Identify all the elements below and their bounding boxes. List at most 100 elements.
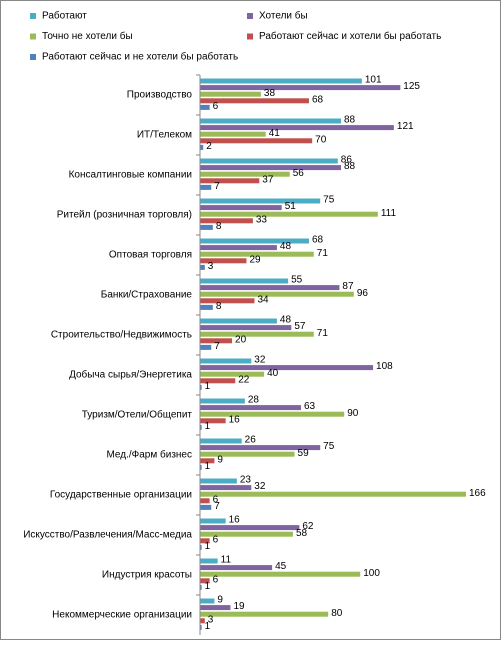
y-tick-label: Некоммерческие организации — [52, 610, 192, 621]
bar — [200, 278, 289, 284]
value-label: 6 — [213, 574, 219, 585]
legend-label: Точно не хотели бы — [42, 30, 133, 42]
value-label: 48 — [280, 315, 292, 326]
value-label: 33 — [256, 214, 268, 225]
value-label: 86 — [341, 155, 353, 166]
value-label: 38 — [264, 88, 276, 99]
value-label: 8 — [216, 221, 222, 232]
value-label: 63 — [304, 401, 316, 412]
value-label: 68 — [312, 235, 324, 246]
bar — [200, 531, 293, 537]
bar — [200, 598, 215, 604]
bar — [200, 491, 466, 497]
bar — [200, 131, 266, 137]
value-label: 32 — [254, 481, 266, 492]
y-tick-label: Индустрия красоты — [102, 570, 192, 581]
bar — [200, 298, 255, 304]
bar — [200, 238, 309, 244]
value-label: 75 — [323, 441, 335, 452]
value-label: 37 — [262, 174, 274, 185]
value-label: 101 — [365, 75, 382, 86]
value-label: 111 — [381, 208, 397, 219]
y-tick-label: Государственные организации — [50, 490, 192, 501]
bar — [200, 78, 362, 84]
y-tick-label: Банки/Страхование — [101, 290, 193, 301]
value-label: 96 — [357, 288, 369, 299]
bar — [200, 605, 231, 611]
value-label: 11 — [221, 555, 232, 566]
bar — [200, 371, 265, 377]
bar — [200, 344, 212, 350]
value-label: 6 — [213, 494, 219, 505]
y-tick-label: Консалтинговые компании — [69, 170, 192, 181]
value-label: 1 — [205, 461, 211, 472]
legend-swatch — [247, 13, 253, 19]
value-label: 40 — [267, 368, 279, 379]
bar — [200, 571, 361, 577]
bar — [200, 85, 401, 91]
bar — [200, 578, 210, 584]
value-label: 59 — [298, 448, 310, 459]
bar — [200, 91, 261, 97]
value-label: 41 — [269, 128, 281, 139]
legend-swatch — [30, 13, 36, 19]
bar — [200, 445, 321, 451]
bar — [200, 565, 273, 571]
bar — [200, 258, 247, 264]
bar — [200, 398, 245, 404]
y-tick-label: Оптовая торговля — [109, 250, 192, 261]
bar — [200, 165, 342, 171]
bar — [200, 584, 202, 590]
value-label: 7 — [214, 501, 220, 512]
bar — [200, 264, 205, 270]
value-label: 3 — [208, 614, 214, 625]
y-tick-label: Мед./Фарм бизнес — [106, 449, 192, 461]
value-label: 2 — [206, 141, 212, 152]
bar — [200, 504, 212, 510]
value-label: 121 — [397, 121, 414, 132]
legend-label: Работают — [42, 10, 87, 22]
bar — [200, 184, 212, 190]
value-label: 16 — [229, 414, 241, 425]
bar — [200, 464, 202, 470]
value-label: 56 — [293, 168, 305, 179]
legend-label: Работают сейчас и не хотели бы работать — [42, 51, 238, 63]
value-label: 8 — [216, 301, 222, 312]
value-label: 1 — [205, 541, 211, 552]
value-label: 88 — [344, 161, 356, 172]
value-label: 45 — [275, 561, 287, 572]
bar — [200, 325, 292, 331]
bar — [200, 338, 233, 344]
bar — [200, 171, 290, 177]
legend-swatch — [30, 33, 36, 40]
value-label: 7 — [214, 341, 220, 352]
legend-swatch — [30, 54, 36, 60]
value-label: 51 — [285, 201, 297, 212]
bar — [200, 291, 354, 297]
value-label: 100 — [363, 568, 380, 579]
value-label: 3 — [208, 261, 214, 272]
value-label: 22 — [238, 374, 250, 385]
bar — [200, 285, 340, 291]
value-label: 9 — [217, 454, 223, 465]
value-label: 1 — [205, 621, 211, 632]
bar — [200, 218, 253, 224]
bar — [200, 205, 282, 211]
value-label: 62 — [302, 521, 314, 532]
value-label: 87 — [342, 281, 354, 292]
bar — [200, 611, 329, 617]
bar — [200, 458, 215, 464]
y-tick-label: Строительство/Недвижимость — [51, 330, 192, 341]
bar — [200, 178, 260, 184]
legend-label: Хотели бы — [259, 10, 308, 22]
legend-swatch — [247, 33, 253, 40]
value-label: 58 — [296, 528, 308, 539]
bar — [200, 98, 309, 104]
value-label: 32 — [254, 355, 266, 366]
value-label: 71 — [317, 248, 329, 259]
bar — [200, 384, 202, 390]
value-label: 57 — [294, 321, 306, 332]
value-label: 6 — [213, 534, 219, 545]
y-tick-label: Производство — [127, 90, 193, 101]
